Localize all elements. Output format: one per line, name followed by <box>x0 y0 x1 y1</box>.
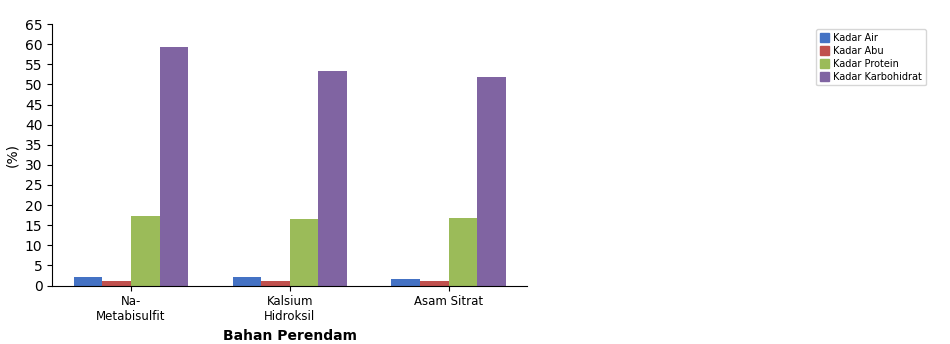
Legend: Kadar Air, Kadar Abu, Kadar Protein, Kadar Karbohidrat: Kadar Air, Kadar Abu, Kadar Protein, Kad… <box>816 29 926 85</box>
Bar <box>290 219 318 286</box>
Bar <box>74 278 103 286</box>
Y-axis label: (%): (%) <box>6 143 19 167</box>
Bar <box>318 71 347 286</box>
Bar <box>103 281 131 286</box>
Bar <box>131 216 160 286</box>
Bar <box>233 278 261 286</box>
Bar <box>160 47 188 286</box>
Bar <box>448 218 477 286</box>
Bar <box>391 279 420 286</box>
Bar <box>477 77 505 286</box>
Bar <box>261 281 290 286</box>
Bar <box>420 281 448 286</box>
X-axis label: Bahan Perendam: Bahan Perendam <box>222 329 357 343</box>
